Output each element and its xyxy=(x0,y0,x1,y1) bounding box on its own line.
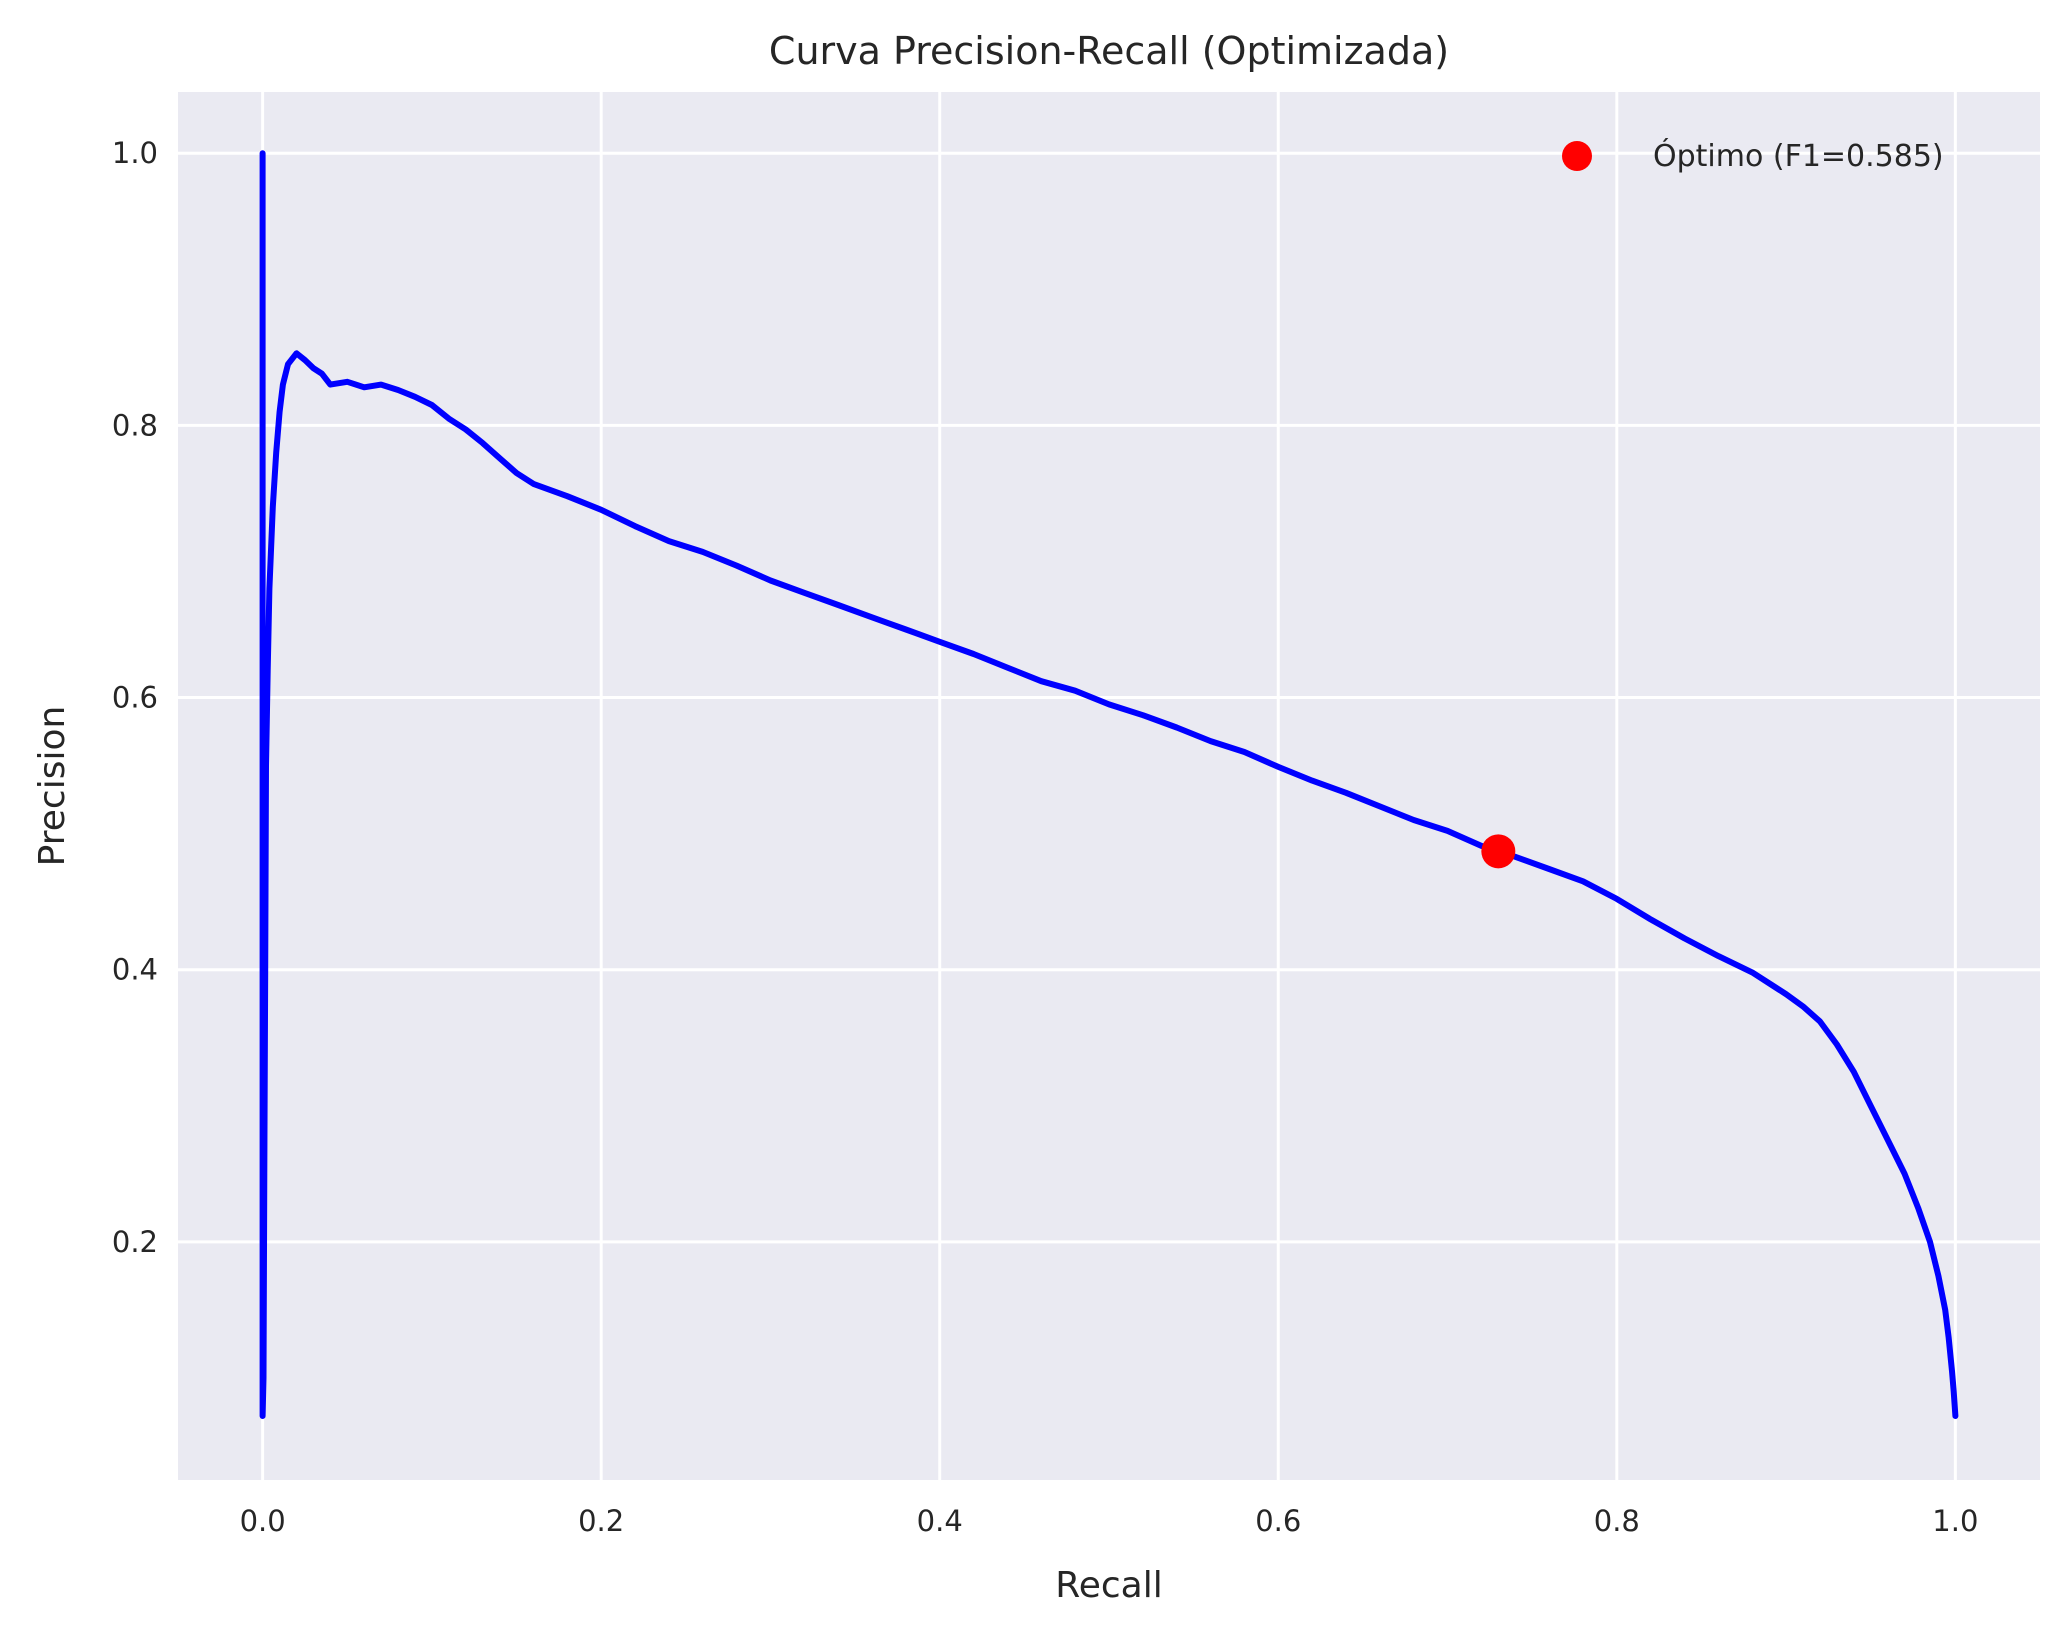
grid-lines xyxy=(178,92,2040,1480)
y-axis-label: Precision xyxy=(32,706,73,867)
point-layer xyxy=(1481,834,1516,869)
y-tick-label: 0.8 xyxy=(112,408,158,442)
x-tick-label: 1.0 xyxy=(1932,1504,1978,1538)
y-tick-label: 0.6 xyxy=(112,681,158,715)
y-tick-labels: 0.2 0.4 0.6 0.8 1.0 xyxy=(112,136,158,1259)
optimal-point-marker xyxy=(1481,834,1516,869)
curve-layer xyxy=(259,150,1959,1419)
x-tick-label: 0.0 xyxy=(240,1504,286,1538)
plot-background xyxy=(178,92,2040,1480)
x-tick-label: 0.2 xyxy=(578,1504,624,1538)
legend-marker xyxy=(1562,141,1592,171)
y-tick-label: 1.0 xyxy=(112,136,158,170)
precision-recall-curve xyxy=(259,150,1959,1419)
legend: Óptimo (F1=0.585) xyxy=(1562,137,1944,174)
y-tick-label: 0.4 xyxy=(112,953,158,987)
x-tick-labels: 0.0 0.2 0.4 0.6 0.8 1.0 xyxy=(240,1504,1979,1538)
x-axis-label: Recall xyxy=(1055,1565,1162,1606)
x-tick-label: 0.4 xyxy=(917,1504,963,1538)
legend-label: Óptimo (F1=0.585) xyxy=(1653,137,1944,174)
x-tick-label: 0.8 xyxy=(1594,1504,1640,1538)
chart-title: Curva Precision-Recall (Optimizada) xyxy=(769,29,1449,73)
y-tick-label: 0.2 xyxy=(112,1225,158,1259)
x-tick-label: 0.6 xyxy=(1255,1504,1301,1538)
